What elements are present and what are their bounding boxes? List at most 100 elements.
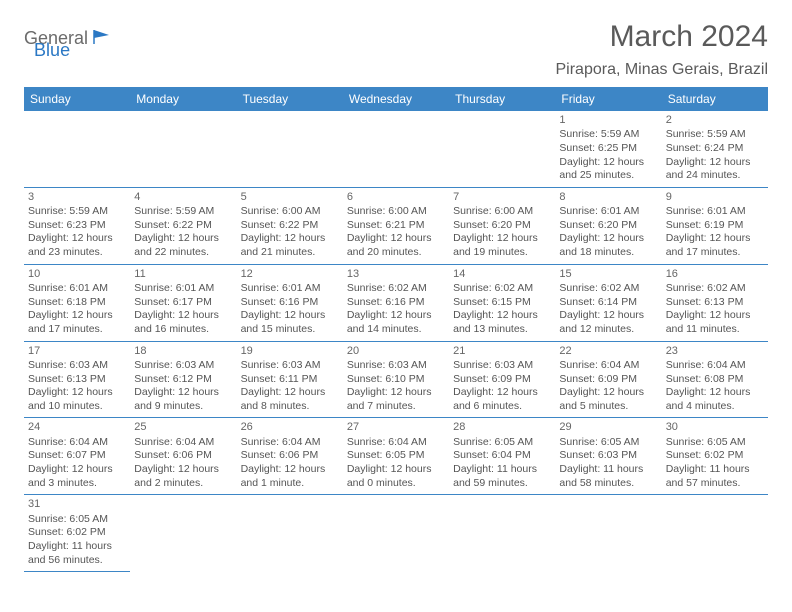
daylight-line: Daylight: 11 hoursand 57 minutes. [666, 463, 764, 490]
sunset-line: Sunset: 6:21 PM [347, 219, 445, 233]
day-number: 8 [559, 190, 657, 204]
sunset-line: Sunset: 6:23 PM [28, 219, 126, 233]
sunrise-line: Sunrise: 6:01 AM [28, 282, 126, 296]
sunrise-line: Sunrise: 6:03 AM [134, 359, 232, 373]
sunrise-line: Sunrise: 6:03 AM [453, 359, 551, 373]
daylight-line: Daylight: 12 hoursand 5 minutes. [559, 386, 657, 413]
sunset-line: Sunset: 6:13 PM [28, 373, 126, 387]
sunrise-line: Sunrise: 5:59 AM [666, 128, 764, 142]
sunrise-line: Sunrise: 6:03 AM [241, 359, 339, 373]
calendar-day-cell: 17Sunrise: 6:03 AMSunset: 6:13 PMDayligh… [24, 341, 130, 418]
calendar-table: SundayMondayTuesdayWednesdayThursdayFrid… [24, 87, 768, 572]
calendar-day-cell [130, 111, 236, 187]
day-number: 21 [453, 344, 551, 358]
sunset-line: Sunset: 6:20 PM [559, 219, 657, 233]
calendar-day-cell: 13Sunrise: 6:02 AMSunset: 6:16 PMDayligh… [343, 264, 449, 341]
calendar-day-cell: 26Sunrise: 6:04 AMSunset: 6:06 PMDayligh… [237, 418, 343, 495]
weekday-header: Sunday [24, 87, 130, 111]
day-number: 16 [666, 267, 764, 281]
sunrise-line: Sunrise: 6:01 AM [134, 282, 232, 296]
day-number: 1 [559, 113, 657, 127]
calendar-day-cell [343, 495, 449, 572]
calendar-day-cell: 1Sunrise: 5:59 AMSunset: 6:25 PMDaylight… [555, 111, 661, 187]
calendar-day-cell: 30Sunrise: 6:05 AMSunset: 6:02 PMDayligh… [662, 418, 768, 495]
sunset-line: Sunset: 6:09 PM [453, 373, 551, 387]
sunrise-line: Sunrise: 6:03 AM [28, 359, 126, 373]
day-number: 3 [28, 190, 126, 204]
sunset-line: Sunset: 6:22 PM [134, 219, 232, 233]
calendar-day-cell: 12Sunrise: 6:01 AMSunset: 6:16 PMDayligh… [237, 264, 343, 341]
daylight-line: Daylight: 12 hoursand 3 minutes. [28, 463, 126, 490]
calendar-day-cell: 5Sunrise: 6:00 AMSunset: 6:22 PMDaylight… [237, 187, 343, 264]
sunrise-line: Sunrise: 6:02 AM [559, 282, 657, 296]
weekday-header-row: SundayMondayTuesdayWednesdayThursdayFrid… [24, 87, 768, 111]
calendar-day-cell: 6Sunrise: 6:00 AMSunset: 6:21 PMDaylight… [343, 187, 449, 264]
sunset-line: Sunset: 6:06 PM [134, 449, 232, 463]
calendar-day-cell [449, 495, 555, 572]
daylight-line: Daylight: 12 hoursand 25 minutes. [559, 156, 657, 183]
sunset-line: Sunset: 6:17 PM [134, 296, 232, 310]
sunrise-line: Sunrise: 6:00 AM [347, 205, 445, 219]
sunset-line: Sunset: 6:19 PM [666, 219, 764, 233]
calendar-day-cell: 23Sunrise: 6:04 AMSunset: 6:08 PMDayligh… [662, 341, 768, 418]
sunset-line: Sunset: 6:13 PM [666, 296, 764, 310]
day-number: 29 [559, 420, 657, 434]
weekday-header: Wednesday [343, 87, 449, 111]
weekday-header: Monday [130, 87, 236, 111]
daylight-line: Daylight: 12 hoursand 11 minutes. [666, 309, 764, 336]
sunrise-line: Sunrise: 6:04 AM [134, 436, 232, 450]
sunset-line: Sunset: 6:14 PM [559, 296, 657, 310]
daylight-line: Daylight: 12 hoursand 19 minutes. [453, 232, 551, 259]
daylight-line: Daylight: 12 hoursand 6 minutes. [453, 386, 551, 413]
calendar-week-row: 31Sunrise: 6:05 AMSunset: 6:02 PMDayligh… [24, 495, 768, 572]
sunrise-line: Sunrise: 6:02 AM [666, 282, 764, 296]
sunset-line: Sunset: 6:24 PM [666, 142, 764, 156]
day-number: 19 [241, 344, 339, 358]
day-number: 20 [347, 344, 445, 358]
calendar-week-row: 10Sunrise: 6:01 AMSunset: 6:18 PMDayligh… [24, 264, 768, 341]
sunrise-line: Sunrise: 5:59 AM [559, 128, 657, 142]
calendar-day-cell [237, 111, 343, 187]
sunset-line: Sunset: 6:25 PM [559, 142, 657, 156]
calendar-day-cell: 3Sunrise: 5:59 AMSunset: 6:23 PMDaylight… [24, 187, 130, 264]
day-number: 13 [347, 267, 445, 281]
daylight-line: Daylight: 12 hoursand 1 minute. [241, 463, 339, 490]
logo-flag-icon [93, 29, 113, 48]
calendar-day-cell [662, 495, 768, 572]
sunrise-line: Sunrise: 6:02 AM [347, 282, 445, 296]
day-number: 27 [347, 420, 445, 434]
calendar-day-cell: 8Sunrise: 6:01 AMSunset: 6:20 PMDaylight… [555, 187, 661, 264]
calendar-body: 1Sunrise: 5:59 AMSunset: 6:25 PMDaylight… [24, 111, 768, 572]
calendar-day-cell: 7Sunrise: 6:00 AMSunset: 6:20 PMDaylight… [449, 187, 555, 264]
month-year-title: March 2024 [610, 20, 768, 54]
daylight-line: Daylight: 12 hoursand 4 minutes. [666, 386, 764, 413]
sunrise-line: Sunrise: 6:01 AM [241, 282, 339, 296]
calendar-day-cell: 21Sunrise: 6:03 AMSunset: 6:09 PMDayligh… [449, 341, 555, 418]
day-number: 17 [28, 344, 126, 358]
sunset-line: Sunset: 6:10 PM [347, 373, 445, 387]
daylight-line: Daylight: 11 hoursand 56 minutes. [28, 540, 126, 567]
daylight-line: Daylight: 11 hoursand 59 minutes. [453, 463, 551, 490]
calendar-day-cell: 25Sunrise: 6:04 AMSunset: 6:06 PMDayligh… [130, 418, 236, 495]
sunset-line: Sunset: 6:04 PM [453, 449, 551, 463]
sunrise-line: Sunrise: 5:59 AM [134, 205, 232, 219]
daylight-line: Daylight: 12 hoursand 14 minutes. [347, 309, 445, 336]
calendar-day-cell [555, 495, 661, 572]
calendar-week-row: 3Sunrise: 5:59 AMSunset: 6:23 PMDaylight… [24, 187, 768, 264]
calendar-day-cell: 19Sunrise: 6:03 AMSunset: 6:11 PMDayligh… [237, 341, 343, 418]
day-number: 28 [453, 420, 551, 434]
day-number: 10 [28, 267, 126, 281]
day-number: 15 [559, 267, 657, 281]
sunset-line: Sunset: 6:08 PM [666, 373, 764, 387]
sunrise-line: Sunrise: 6:04 AM [347, 436, 445, 450]
day-number: 9 [666, 190, 764, 204]
calendar-week-row: 1Sunrise: 5:59 AMSunset: 6:25 PMDaylight… [24, 111, 768, 187]
calendar-day-cell: 20Sunrise: 6:03 AMSunset: 6:10 PMDayligh… [343, 341, 449, 418]
sunset-line: Sunset: 6:15 PM [453, 296, 551, 310]
sunset-line: Sunset: 6:05 PM [347, 449, 445, 463]
daylight-line: Daylight: 12 hoursand 23 minutes. [28, 232, 126, 259]
daylight-line: Daylight: 12 hoursand 17 minutes. [28, 309, 126, 336]
day-number: 5 [241, 190, 339, 204]
sunrise-line: Sunrise: 6:04 AM [28, 436, 126, 450]
sunset-line: Sunset: 6:06 PM [241, 449, 339, 463]
